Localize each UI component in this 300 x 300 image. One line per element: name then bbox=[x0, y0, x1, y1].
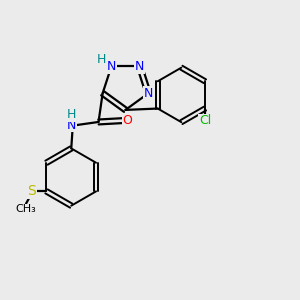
Text: H: H bbox=[96, 53, 106, 66]
Text: N: N bbox=[67, 119, 76, 132]
Text: N: N bbox=[135, 60, 144, 73]
Text: N: N bbox=[144, 87, 153, 100]
Text: Cl: Cl bbox=[199, 114, 211, 127]
Text: O: O bbox=[122, 114, 132, 127]
Text: H: H bbox=[67, 108, 76, 122]
Text: CH₃: CH₃ bbox=[16, 204, 36, 214]
Text: S: S bbox=[27, 184, 36, 198]
Text: N: N bbox=[107, 60, 116, 73]
